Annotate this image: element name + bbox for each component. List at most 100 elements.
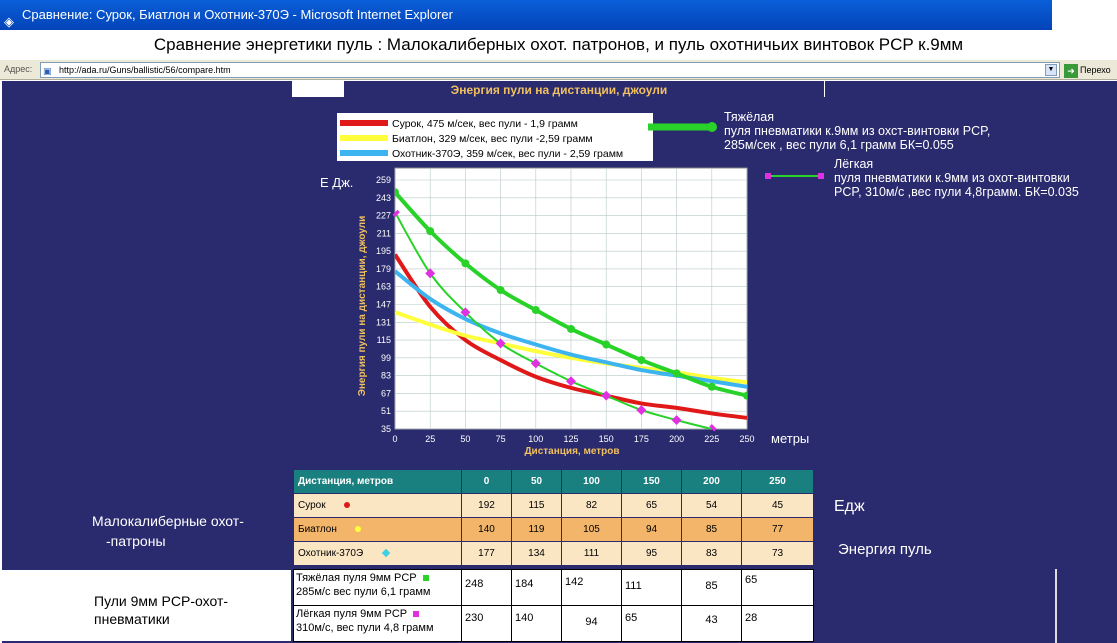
y-tick-label: 195 bbox=[376, 246, 391, 256]
chevron-down-icon[interactable]: ▼ bbox=[1045, 64, 1057, 76]
table-cell: 94 bbox=[621, 517, 682, 542]
table-row-label: Тяжёлая пуля 9мм PCP 285м/с вес пули 6,1 … bbox=[293, 569, 462, 606]
data-point bbox=[496, 286, 505, 295]
table-row: Лёгкая пуля 9мм PCP 310м/с, вес пули 4,8 … bbox=[293, 605, 814, 642]
table-row: Охотник-370Э 177 134 111 95 83 73 bbox=[293, 541, 814, 566]
table-cell: 230 bbox=[461, 605, 512, 642]
legend-label: Биатлон, 329 м/сек, вес пули -2,59 грамм bbox=[392, 133, 593, 145]
table-cell: 77 bbox=[741, 517, 814, 542]
data-point bbox=[743, 391, 747, 400]
table-cell: 142 bbox=[561, 569, 622, 606]
table-cell: 134 bbox=[511, 541, 562, 566]
data-point bbox=[426, 227, 435, 236]
data-point bbox=[530, 358, 541, 369]
go-button[interactable]: ➜ Перехо bbox=[1064, 62, 1117, 78]
row-label-line: Тяжёлая пуля 9мм PCP bbox=[296, 572, 417, 584]
table-row: Биатлон 140 119 105 94 85 77 bbox=[293, 517, 814, 542]
legend-marker bbox=[818, 173, 824, 179]
y-tick-label: 179 bbox=[376, 264, 391, 274]
x-tick-label: 200 bbox=[669, 434, 684, 444]
table-header-cell: 200 bbox=[681, 469, 742, 494]
x-axis-outer-label: метры bbox=[771, 431, 809, 446]
y-tick-label: 115 bbox=[377, 335, 391, 345]
table-cell: 115 bbox=[511, 493, 562, 518]
row-label-text: Биатлон bbox=[298, 524, 337, 535]
edzh-label: Едж bbox=[834, 498, 865, 515]
legend-label: пуля пневматики к.9мм из охот-винтовки bbox=[834, 171, 1070, 185]
y-axis-label: Энергия пули на дистанции, джоули bbox=[357, 216, 368, 397]
table-header-cell: Дистанция, метров bbox=[293, 469, 462, 494]
row-marker-icon bbox=[354, 526, 361, 533]
table-cell: 119 bbox=[511, 517, 562, 542]
table-row-label: Лёгкая пуля 9мм PCP 310м/с, вес пули 4,8 … bbox=[293, 605, 462, 642]
series-line-1 bbox=[395, 310, 747, 385]
legend-label: PCP, 310м/с ,вес пули 4,8грамм. БК=0.035 bbox=[834, 185, 1079, 199]
data-point bbox=[707, 382, 716, 391]
table-cell: 83 bbox=[681, 541, 742, 566]
table-header-cell: 0 bbox=[461, 469, 512, 494]
table-cell: 111 bbox=[561, 541, 622, 566]
right-panel bbox=[825, 569, 1057, 643]
pcp-label: Пули 9мм PCP-охот- пневматики bbox=[2, 570, 291, 641]
row-label-text: Охотник-370Э bbox=[298, 548, 364, 559]
y-tick-label: 227 bbox=[376, 211, 391, 221]
data-point bbox=[495, 338, 506, 349]
row-marker-icon bbox=[413, 611, 420, 618]
data-point bbox=[566, 376, 576, 387]
legend-label: Сурок, 475 м/сек, вес пули - 1,9 грамм bbox=[392, 118, 578, 130]
x-tick-label: 250 bbox=[739, 434, 754, 444]
x-tick-label: 25 bbox=[425, 434, 435, 444]
page-content: Энергия пули на дистанции, джоули 35 51 67 8… bbox=[2, 81, 1117, 643]
table-cell: 65 bbox=[741, 569, 814, 606]
data-point bbox=[395, 188, 399, 197]
window-title: Сравнение: Сурок, Биатлон и Охотник-370Э… bbox=[22, 7, 453, 22]
y-tick-label: 83 bbox=[381, 371, 391, 381]
y-tick-label: 211 bbox=[377, 228, 391, 238]
energy-label: Энергия пуль bbox=[838, 541, 932, 558]
table-cell: 65 bbox=[621, 493, 682, 518]
y-tick-label: 51 bbox=[381, 406, 391, 416]
legend-marker bbox=[765, 173, 771, 179]
data-point bbox=[567, 324, 575, 333]
row-marker-icon bbox=[343, 502, 350, 509]
y-tick-label: 243 bbox=[376, 193, 391, 203]
table-cell: 54 bbox=[681, 493, 742, 518]
x-tick-label: 50 bbox=[460, 434, 470, 444]
chart-title-bg bbox=[344, 81, 824, 97]
table-header-cell: 50 bbox=[511, 469, 562, 494]
x-tick-label: 175 bbox=[634, 434, 649, 444]
pcp-table: Тяжёлая пуля 9мм PCP 285м/с вес пули 6,1 … bbox=[293, 569, 814, 642]
address-input[interactable]: ▣ http://ada.ru/Guns/ballistic/56/compar… bbox=[40, 62, 1060, 78]
address-label: Адрес: bbox=[4, 64, 33, 74]
row-label-text: Сурок bbox=[298, 500, 326, 511]
table-cell: 140 bbox=[511, 605, 562, 642]
table-header-cell: 100 bbox=[561, 469, 622, 494]
data-point bbox=[637, 356, 646, 365]
x-tick-label: 0 bbox=[392, 434, 397, 444]
table-cell: 85 bbox=[681, 517, 742, 542]
address-bar: Адрес: ▣ http://ada.ru/Guns/ballistic/56… bbox=[0, 60, 1117, 80]
address-url: http://ada.ru/Guns/ballistic/56/compare.… bbox=[59, 65, 231, 75]
energy-table-header: Дистанция, метров 0 50 100 150 200 250 bbox=[293, 469, 814, 494]
window-titlebar: ◈ Сравнение: Сурок, Биатлон и Охотник-37… bbox=[0, 0, 1052, 30]
row-marker-icon bbox=[381, 549, 391, 558]
table-row-label: Охотник-370Э bbox=[293, 541, 462, 566]
energy-table: Дистанция, метров 0 50 100 150 200 250 С… bbox=[293, 469, 814, 566]
table-header-cell: 150 bbox=[621, 469, 682, 494]
x-tick-label: 75 bbox=[496, 434, 506, 444]
table-cell: 94 bbox=[561, 605, 622, 642]
row-label-line: 310м/с, вес пули 4,8 грамм bbox=[296, 622, 434, 634]
page-icon: ▣ bbox=[43, 66, 52, 76]
table-cell: 43 bbox=[681, 605, 742, 642]
legend-label: 285м/сек , вес пули 6,1 грамм БК=0.055 bbox=[724, 138, 954, 152]
table-header-cell: 250 bbox=[741, 469, 814, 494]
smallbore-label-line: -патроны bbox=[106, 533, 166, 549]
row-label-line: 285м/с вес пули 6,1 грамм bbox=[296, 586, 431, 598]
table-cell: 140 bbox=[461, 517, 512, 542]
legend-marker bbox=[707, 122, 717, 132]
legend-label: Лёгкая bbox=[834, 157, 873, 171]
table-cell: 177 bbox=[461, 541, 512, 566]
y-tick-label: 67 bbox=[381, 388, 391, 398]
table-cell: 105 bbox=[561, 517, 622, 542]
energy-chart: Энергия пули на дистанции, джоули 35 51 67 8… bbox=[292, 81, 1079, 457]
